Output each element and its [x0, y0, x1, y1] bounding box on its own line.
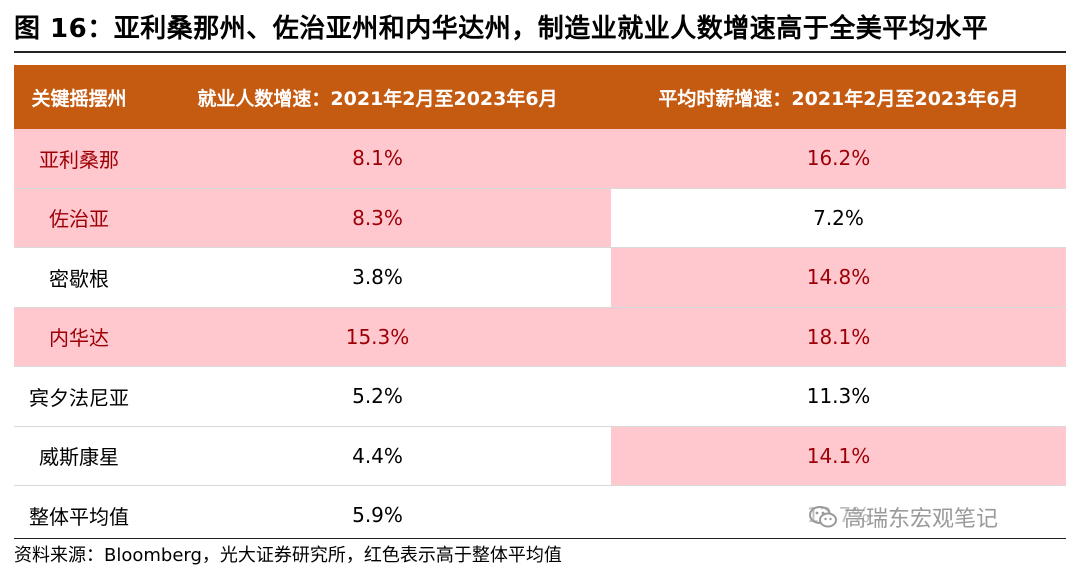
- header-wage: 平均时薪增速：2021年2月至2023年6月: [611, 65, 1066, 129]
- table-row: 威斯康星 4.4% 14.1%: [14, 426, 1066, 486]
- figure-title: 图 16：亚利桑那州、佐治亚州和内华达州，制造业就业人数增速高于全美平均水平: [14, 14, 989, 44]
- state-cell: 宾夕法尼亚: [14, 366, 144, 427]
- state-cell: 亚利桑那: [14, 129, 144, 189]
- title-divider: [14, 51, 1066, 53]
- table-row: 宾夕法尼亚 5.2% 11.3%: [14, 366, 1066, 427]
- header-row: 关键摇摆州 就业人数增速：2021年2月至2023年6月 平均时薪增速：2021…: [14, 65, 1066, 129]
- wage-cell: 16.2%: [611, 129, 1066, 189]
- wage-cell: 14.8%: [611, 247, 1066, 308]
- wage-cell: 7.2%: [611, 188, 1066, 248]
- table-row: 亚利桑那 8.1% 16.2%: [14, 129, 1066, 189]
- state-cell: 威斯康星: [14, 426, 144, 486]
- employment-cell: 5.2%: [144, 366, 611, 427]
- source-note: 资料来源：Bloomberg，光大证券研究所，红色表示高于整体平均值: [14, 538, 1066, 567]
- state-cell: 佐治亚: [14, 188, 144, 248]
- state-cell: 内华达: [14, 307, 144, 367]
- wage-cell: 18.1%: [611, 307, 1066, 367]
- wage-cell: 14.1%: [611, 426, 1066, 486]
- data-table: 关键摇摆州 就业人数增速：2021年2月至2023年6月 平均时薪增速：2021…: [14, 65, 1066, 545]
- state-cell: 密歇根: [14, 247, 144, 308]
- watermark: 高瑞东宏观笔记: [808, 500, 999, 534]
- employment-cell: 5.9%: [144, 485, 611, 545]
- employment-cell: 8.3%: [144, 188, 611, 248]
- employment-cell: 4.4%: [144, 426, 611, 486]
- wechat-icon: [808, 504, 838, 530]
- table-row: 内华达 15.3% 18.1%: [14, 307, 1066, 367]
- header-state: 关键摇摆州: [14, 65, 144, 129]
- wage-cell: 11.3%: [611, 366, 1066, 427]
- table-row: 佐治亚 8.3% 7.2%: [14, 188, 1066, 248]
- watermark-text: 高瑞东宏观笔记: [844, 507, 999, 532]
- state-cell: 整体平均值: [14, 485, 144, 545]
- employment-cell: 15.3%: [144, 307, 611, 367]
- employment-cell: 3.8%: [144, 247, 611, 308]
- employment-cell: 8.1%: [144, 129, 611, 189]
- header-employment: 就业人数增速：2021年2月至2023年6月: [144, 65, 611, 129]
- table-row: 密歇根 3.8% 14.8%: [14, 247, 1066, 308]
